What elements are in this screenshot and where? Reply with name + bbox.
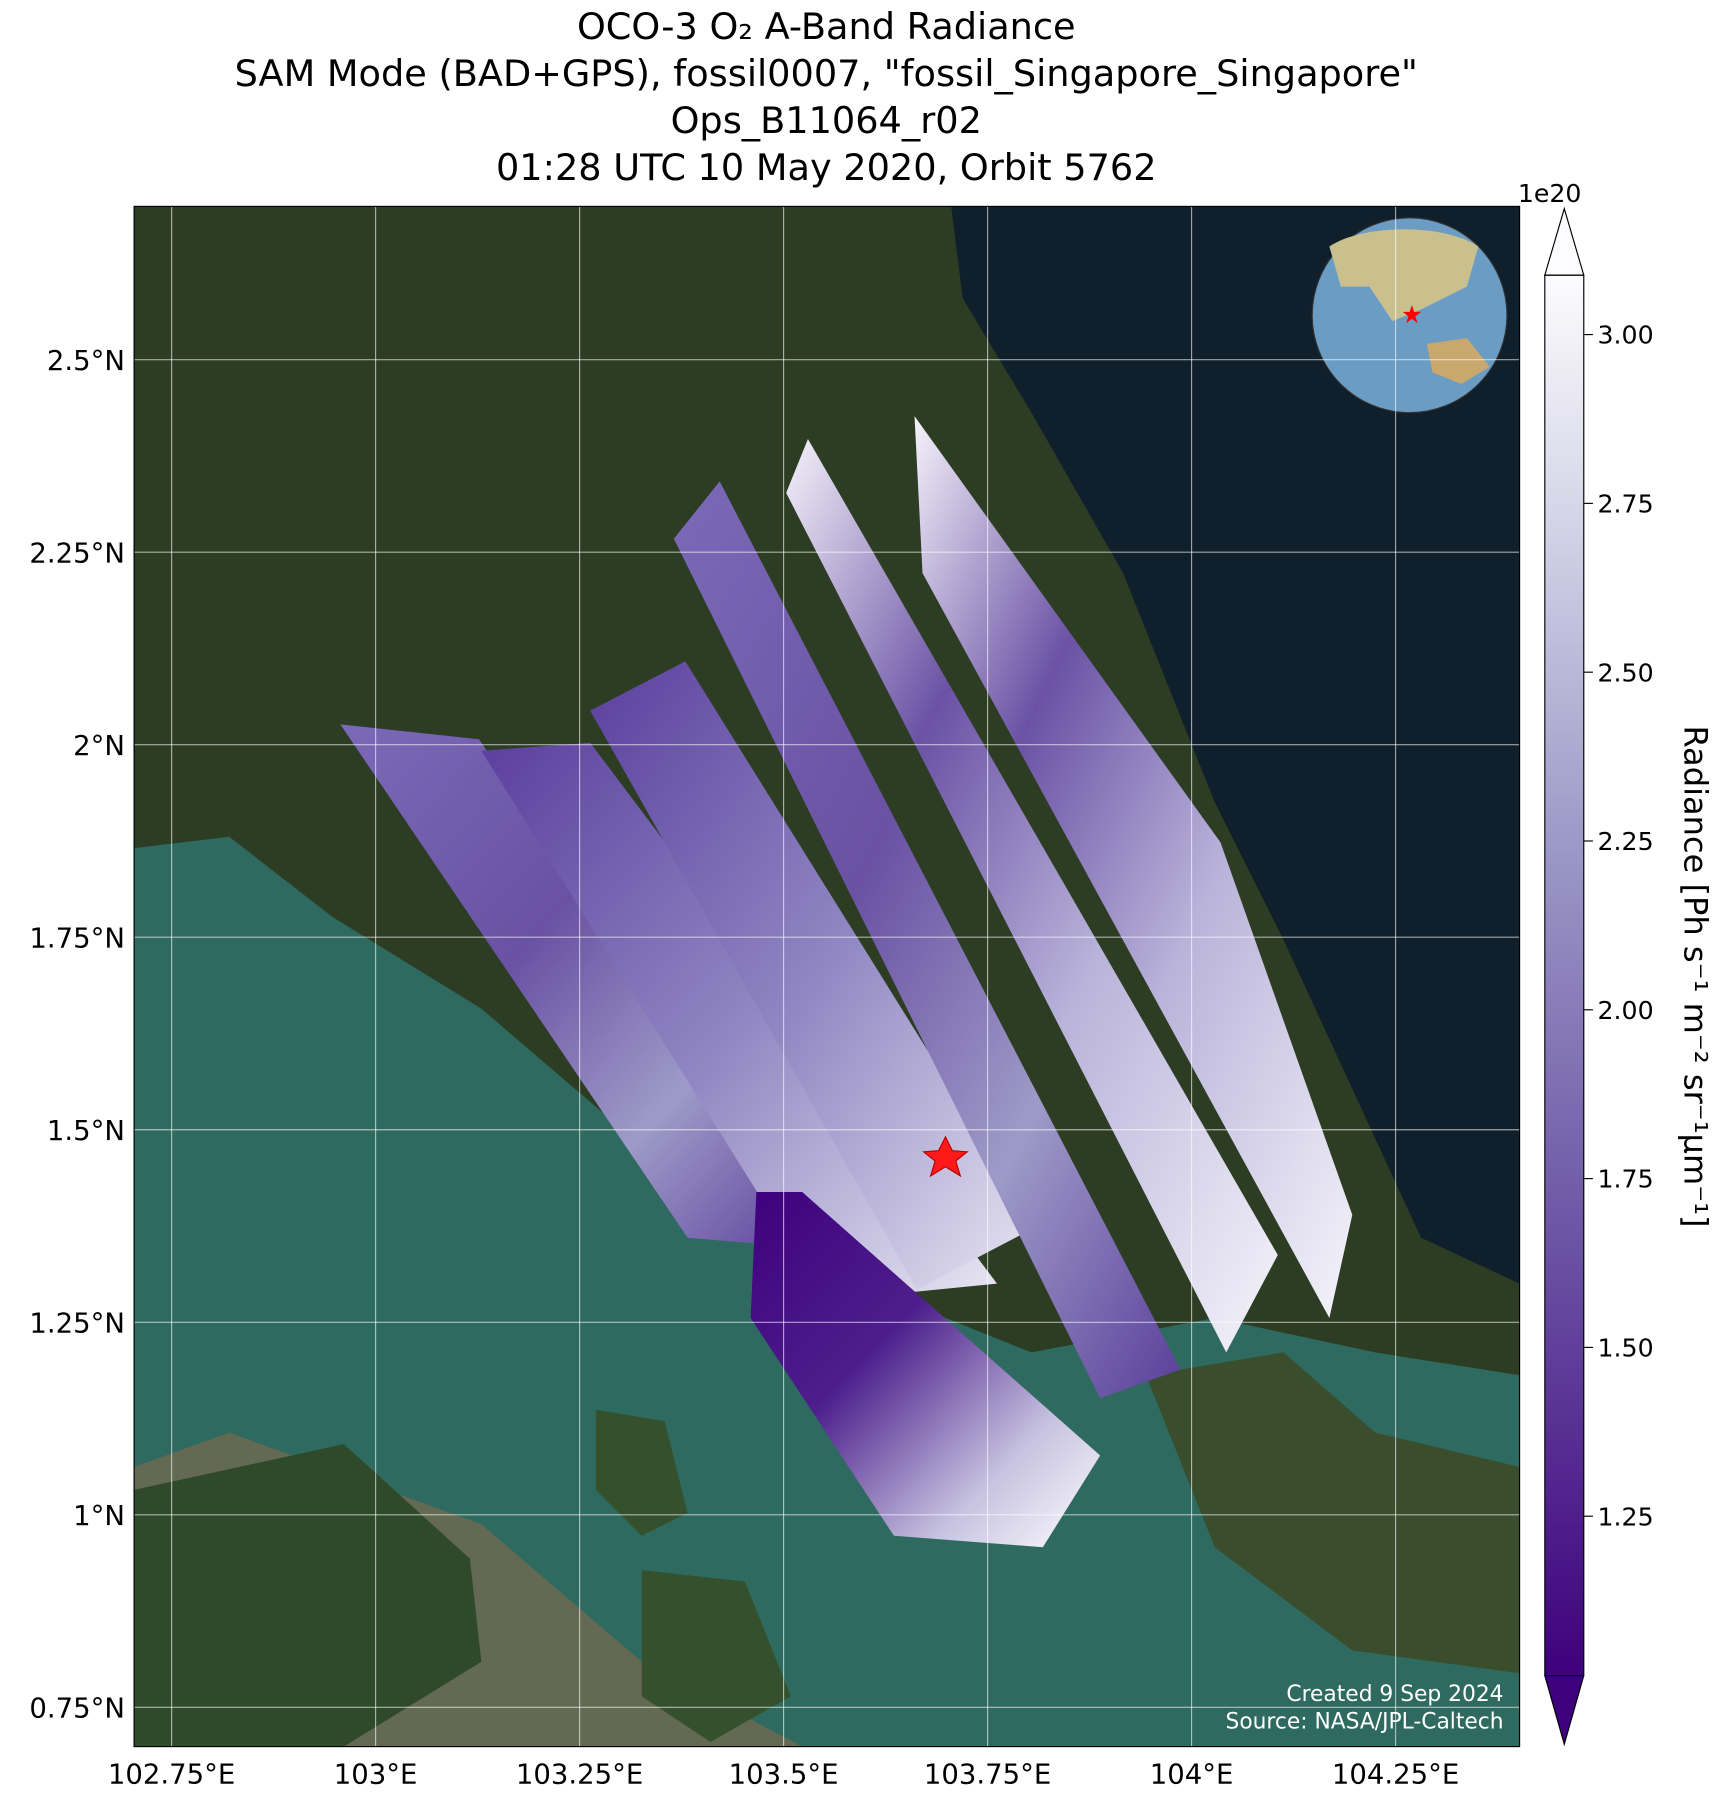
globe-land [1329,229,1479,321]
colorbar-label: Radiance [Ph s⁻¹ m⁻² sr⁻¹μm⁻¹] [1677,725,1715,1227]
swath [590,661,1038,1290]
x-tick-label: 103°E [334,1758,418,1790]
island [595,1409,688,1536]
colorbar-ticks: 1.25 1.50 1.75 2.00 2.25 2.50 2.75 3.00 [1583,321,1654,1531]
y-tick-label: 1°N [73,1500,125,1532]
credit: Source: NASA/JPL-Caltech [1226,1709,1504,1734]
x-tick-label: 104°E [1150,1758,1234,1790]
y-tick-label: 1.25°N [29,1308,125,1340]
colorbar-tick-label: 2.75 [1598,490,1654,519]
colorbar-tick-label: 1.50 [1598,1334,1654,1363]
map-frame [133,205,1521,1748]
inset-globe [1311,217,1508,414]
island-batam [1146,1352,1520,1674]
swath [914,416,1353,1319]
y-tick-label: 0.75°N [29,1693,125,1725]
grid-layer [134,206,1520,1747]
colorbar-tick-label: 1.25 [1598,1502,1654,1531]
colorbar-offset: 1e20 [1518,179,1582,208]
colorbar-tick-label: 3.00 [1598,321,1654,350]
x-tick-label: 102.75°E [108,1758,235,1790]
island [641,1570,791,1743]
x-tick-label: 103.25°E [516,1758,643,1790]
y-tick-label: 2°N [73,730,125,762]
chart-title: OCO-3 O₂ A-Band Radiance [577,5,1076,48]
x-tick-label: 103.75°E [924,1758,1051,1790]
y-tick-label: 1.75°N [29,923,125,955]
colorbar-frame [1544,274,1585,1677]
island-sumatra [134,1444,482,1747]
y-tick-label: 1.5°N [47,1115,125,1147]
colorbar: 1e20 Radiance [Ph s⁻¹ m⁻² sr⁻¹μm⁻¹] [1518,179,1715,1747]
globe-land [1426,338,1490,385]
swath [673,481,1181,1399]
swath [750,1191,1101,1548]
colorbar-body [1544,275,1584,1676]
colorbar-tick-label: 2.25 [1598,827,1654,856]
swath [340,724,826,1250]
swath [786,439,1278,1353]
colorbar-extend-top [1544,206,1585,276]
chart-title: 01:28 UTC 10 May 2020, Orbit 5762 [496,146,1157,189]
swaths [340,416,1353,1548]
colorbar-extend-bottom [1544,1674,1585,1747]
colorbar-tick-label: 2.50 [1598,658,1654,687]
credit: Created 9 Sep 2024 [1286,1682,1503,1707]
y-tick-label: 2.5°N [47,345,125,377]
y-tick-label: 2.25°N [29,537,125,569]
colorbar-tick-label: 1.75 [1598,1165,1654,1194]
x-tick-label: 104.25°E [1332,1758,1459,1790]
chart-title: Ops_B11064_r02 [671,99,982,142]
globe-star [1402,304,1422,324]
chart-title: SAM Mode (BAD+GPS), fossil0007, "fossil_… [235,52,1418,95]
x-tick-label: 103.5°E [729,1758,839,1790]
target-star [922,1135,969,1178]
colorbar-tick-label: 2.00 [1598,996,1654,1025]
